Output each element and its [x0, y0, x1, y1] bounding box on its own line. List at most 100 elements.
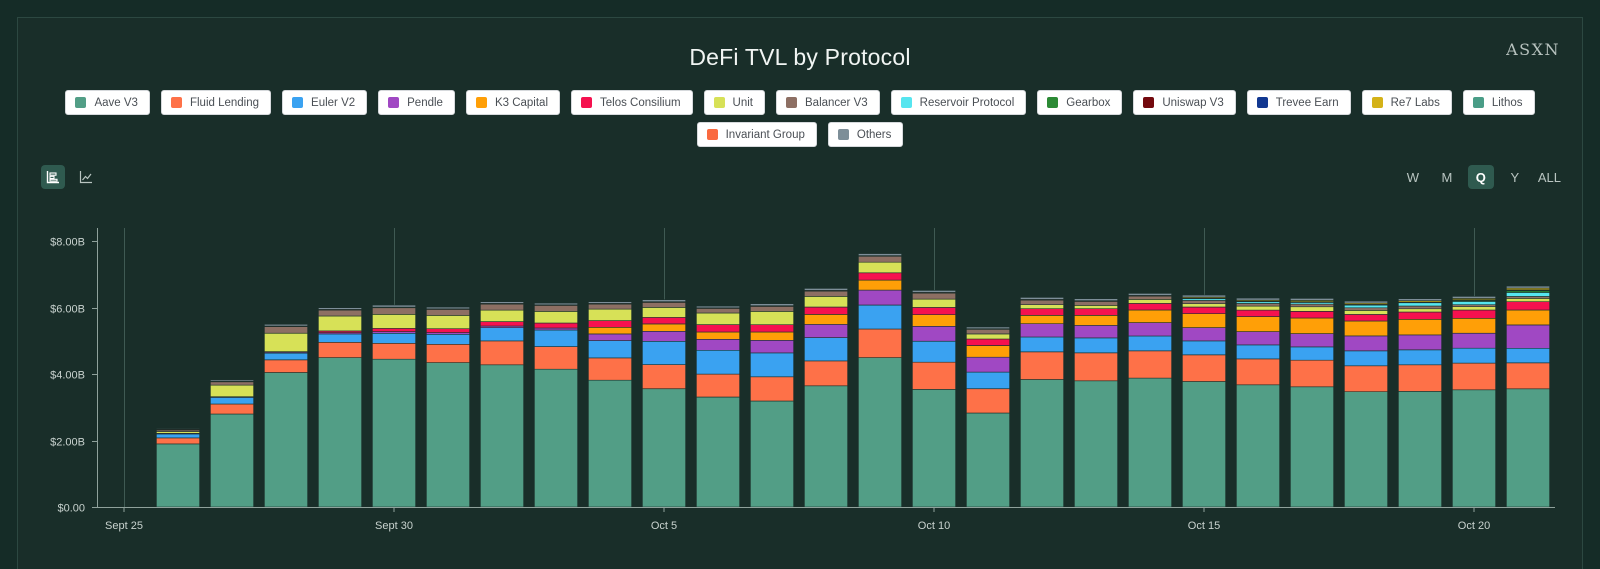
- legend-item[interactable]: Fluid Lending: [160, 90, 272, 115]
- bar-segment: [1020, 308, 1064, 316]
- bar-segment: [588, 333, 632, 341]
- legend-label: Telos Consilium: [600, 96, 681, 109]
- bar-segment: [912, 325, 956, 342]
- bar-segment: [696, 305, 740, 309]
- x-tick-label: Oct 5: [651, 520, 677, 532]
- bar-segment: [804, 385, 848, 508]
- bar-segment: [264, 359, 308, 373]
- legend-swatch: [475, 97, 487, 108]
- legend-item[interactable]: K3 Capital: [465, 90, 561, 115]
- legend-item[interactable]: Invariant Group: [696, 122, 817, 147]
- bar-segment: [1236, 358, 1280, 386]
- bar-segment: [642, 340, 686, 365]
- range-button-w[interactable]: W: [1406, 169, 1419, 185]
- bar-segment: [1128, 293, 1172, 296]
- legend: Aave V3 Fluid Lending Euler V2 Pendle K3 Cap…: [40, 90, 1560, 147]
- legend-item[interactable]: Pendle: [378, 90, 455, 115]
- bar-segment: [1182, 294, 1226, 298]
- range-button-y[interactable]: Y: [1510, 169, 1520, 185]
- legend-swatch: [170, 97, 182, 108]
- bar-segment: [858, 255, 902, 263]
- bar-segment: [696, 331, 740, 340]
- bar-segment: [1128, 335, 1172, 352]
- bar-segment: [750, 331, 794, 341]
- bar-segment: [750, 376, 794, 402]
- bar-segment: [1074, 308, 1118, 316]
- legend-item[interactable]: Re7 Labs: [1361, 90, 1452, 115]
- bar-segment: [1344, 300, 1388, 304]
- bar-segment: [912, 340, 956, 363]
- bar-segment: [858, 328, 902, 358]
- bar-segment: [966, 328, 1010, 335]
- bar-segment: [318, 307, 362, 310]
- bar-segment: [750, 324, 794, 333]
- bar-segment: [966, 388, 1010, 414]
- legend-item[interactable]: Gearbox: [1037, 90, 1123, 115]
- bar-segment: [318, 341, 362, 358]
- legend-item[interactable]: Lithos: [1462, 90, 1535, 115]
- range-button-m[interactable]: M: [1441, 169, 1453, 185]
- line-chart-icon[interactable]: [74, 165, 98, 189]
- bar-segment: [480, 309, 524, 322]
- legend-swatch: [713, 97, 725, 108]
- bar-segment: [1074, 301, 1118, 306]
- bar-segment: [1020, 351, 1064, 380]
- bar-segment: [372, 304, 416, 308]
- bar-segment: [1344, 314, 1388, 322]
- legend-swatch: [1371, 97, 1383, 108]
- legend-swatch: [837, 129, 849, 140]
- legend-label: Balancer V3: [805, 96, 868, 109]
- bar-segment: [1128, 309, 1172, 323]
- bar-segment: [534, 346, 578, 370]
- bar-segment: [588, 320, 632, 328]
- legend-item[interactable]: Trevee Earn: [1246, 90, 1351, 115]
- legend-item[interactable]: Aave V3: [65, 90, 150, 115]
- bar-segment: [696, 349, 740, 375]
- bar-segment: [858, 289, 902, 306]
- bar-segment: [750, 352, 794, 378]
- legend-label: Lithos: [1491, 96, 1523, 109]
- bar-segment: [1506, 301, 1550, 311]
- bar-segment: [1506, 309, 1550, 326]
- legend-item[interactable]: Uniswap V3: [1133, 90, 1236, 115]
- bar-segment: [210, 413, 254, 508]
- legend-item[interactable]: Telos Consilium: [571, 90, 693, 115]
- bar-segment: [1020, 304, 1064, 310]
- range-button-q[interactable]: Q: [1467, 165, 1494, 189]
- bar-segment: [804, 337, 848, 362]
- y-tick-label: $4.00B: [50, 370, 85, 382]
- bar-segment: [372, 332, 416, 344]
- bar-segment: [588, 303, 632, 310]
- legend-item[interactable]: Balancer V3: [776, 90, 880, 115]
- legend-item[interactable]: Unit: [703, 90, 765, 115]
- legend-item[interactable]: Euler V2: [282, 90, 368, 115]
- bar-segment: [534, 368, 578, 508]
- bar-segment: [210, 397, 254, 405]
- legend-item[interactable]: Others: [827, 122, 904, 147]
- legend-label: K3 Capital: [494, 96, 549, 109]
- bar-segment: [480, 301, 524, 304]
- range-button-all[interactable]: ALL: [1537, 169, 1561, 185]
- bar-segment: [1452, 332, 1496, 349]
- bar-segment: [1074, 298, 1118, 302]
- bar-segment: [1452, 296, 1496, 299]
- bar-segment: [534, 302, 578, 306]
- bar-segment: [1290, 306, 1334, 312]
- legend-label: Pendle: [407, 96, 443, 109]
- bar-segment: [1398, 391, 1442, 508]
- bar-segment: [1290, 317, 1334, 334]
- bar-segment: [480, 364, 524, 508]
- bar-segment: [588, 340, 632, 359]
- bar-segment: [1398, 305, 1442, 310]
- bar-segment: [750, 400, 794, 508]
- legend-swatch: [706, 129, 718, 140]
- bar-segment: [426, 315, 470, 329]
- stacked-bar-chart-icon[interactable]: [41, 165, 65, 189]
- legend-item[interactable]: Reservoir Protocol: [890, 90, 1027, 115]
- bar-segment: [912, 361, 956, 390]
- bar-segment: [318, 330, 362, 334]
- legend-swatch: [1143, 97, 1155, 108]
- bar-segment: [912, 389, 956, 508]
- bar-segment: [1020, 379, 1064, 508]
- bar-segment: [1182, 300, 1226, 304]
